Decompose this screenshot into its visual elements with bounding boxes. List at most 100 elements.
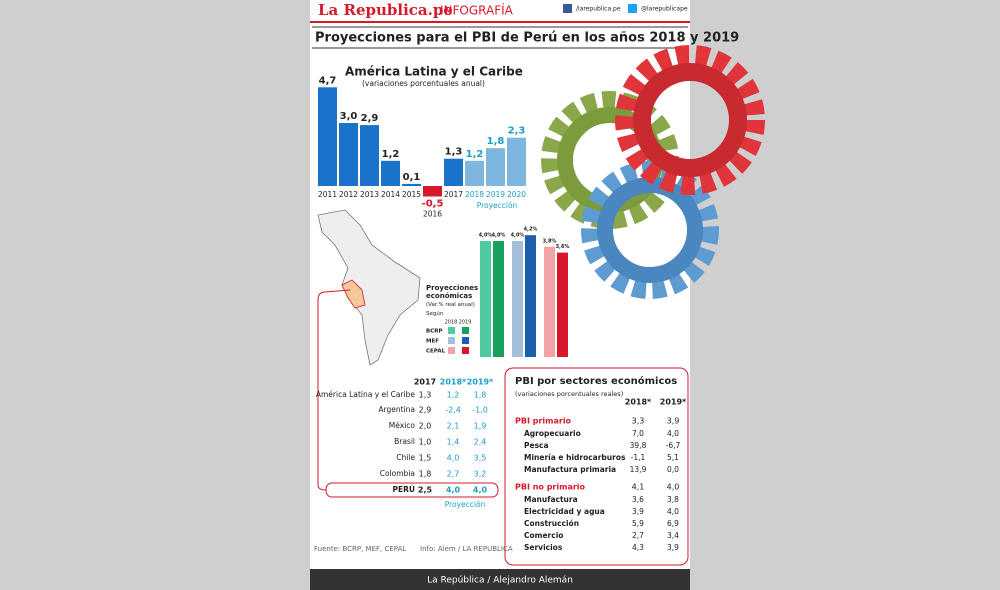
header-bar bbox=[310, 0, 690, 22]
column-header: 2019* bbox=[467, 378, 494, 387]
value-label: 1,3 bbox=[445, 147, 463, 158]
connector bbox=[317, 289, 351, 491]
cell: 13,9 bbox=[630, 465, 647, 474]
twitter[interactable]: @larepublicape bbox=[641, 6, 688, 13]
value-label: 0,1 bbox=[403, 172, 421, 183]
cell: 1,8 bbox=[419, 470, 432, 479]
legend-swatch bbox=[448, 327, 455, 334]
cell: 7,0 bbox=[632, 429, 644, 438]
cell: 1,8 bbox=[474, 391, 487, 400]
legend-label: BCRP bbox=[426, 329, 443, 335]
x-tick-label: 2018 bbox=[465, 190, 484, 199]
blurred-bg bbox=[0, 0, 310, 590]
map bbox=[317, 209, 421, 366]
row-label: PERÚ bbox=[393, 485, 416, 494]
cell: 4,0 bbox=[667, 429, 679, 438]
cell: -6,7 bbox=[666, 441, 681, 450]
info: Info: Alem / LA REPUBLICA bbox=[420, 545, 513, 553]
legend-label: MEF bbox=[426, 339, 439, 345]
bar bbox=[318, 87, 337, 186]
cell: -1,0 bbox=[472, 406, 488, 415]
bar bbox=[557, 252, 568, 357]
row-label: Argentina bbox=[378, 405, 415, 414]
cell: 3,2 bbox=[474, 470, 487, 479]
cell: 1,5 bbox=[419, 454, 432, 463]
cell: 6,9 bbox=[667, 519, 679, 528]
legend-title: Proyecciones económicas bbox=[426, 284, 479, 300]
footer-bar bbox=[310, 569, 690, 590]
legend-subtitle: (Var.% real anual) bbox=[426, 302, 475, 308]
cell: 4,0 bbox=[667, 483, 680, 492]
x-tick-label: 2011 bbox=[318, 190, 337, 199]
peru-highlight bbox=[325, 482, 499, 498]
cell: 3,6 bbox=[632, 495, 644, 504]
cell: 0,0 bbox=[667, 465, 679, 474]
x-tick-label: 2020 bbox=[507, 190, 526, 199]
bar bbox=[465, 160, 484, 186]
sector-box bbox=[504, 367, 689, 566]
chart-title: América Latina y el Caribe bbox=[345, 65, 523, 79]
cell: 5,1 bbox=[667, 453, 679, 462]
tw-icon bbox=[628, 4, 637, 13]
bar bbox=[381, 160, 400, 186]
x-tick-label: 2017 bbox=[444, 190, 463, 199]
value-label: 2,9 bbox=[361, 113, 379, 124]
value-label: 3,8% bbox=[543, 238, 557, 244]
cell: 3,4 bbox=[667, 531, 679, 540]
fb-icon bbox=[563, 4, 572, 13]
gear bbox=[597, 177, 703, 283]
row-label: Manufactura primaria bbox=[524, 465, 616, 474]
row-label: Comercio bbox=[524, 531, 563, 540]
row-label: Manufactura bbox=[524, 495, 578, 504]
row-label: Chile bbox=[396, 453, 415, 462]
value-label: 4,7 bbox=[319, 75, 337, 86]
x-tick-label: 2014 bbox=[381, 190, 400, 199]
cell: 4,0 bbox=[473, 486, 488, 495]
value-label: 1,2 bbox=[382, 149, 400, 160]
cell: 1,9 bbox=[474, 422, 487, 431]
bar bbox=[525, 235, 536, 357]
row-label: América Latina y el Caribe bbox=[316, 390, 416, 399]
credit: La República / Alejandro Alemán bbox=[427, 576, 573, 586]
value-label: 2,3 bbox=[508, 126, 526, 137]
row-label: Brasil bbox=[394, 437, 415, 446]
cell: 3,8 bbox=[667, 495, 679, 504]
row-label: Colombia bbox=[380, 469, 415, 478]
value-label: -0,5 bbox=[422, 199, 444, 210]
value-label: 4,0% bbox=[511, 233, 525, 239]
x-tick-label: 2012 bbox=[339, 190, 358, 199]
gears bbox=[541, 45, 765, 299]
cell: -2,4 bbox=[445, 406, 461, 415]
value-label: 4,2% bbox=[524, 227, 538, 233]
x-tick-label: 2013 bbox=[360, 190, 379, 199]
bar bbox=[444, 158, 463, 186]
value-label: 4,0% bbox=[492, 233, 506, 239]
row-label: Servicios bbox=[524, 543, 563, 552]
legend-swatch bbox=[448, 337, 455, 344]
bar bbox=[512, 241, 523, 357]
row-label: Pesca bbox=[524, 441, 549, 450]
value-label: 3,6% bbox=[556, 244, 570, 250]
legend-swatch bbox=[462, 337, 469, 344]
bar bbox=[544, 246, 555, 357]
bar bbox=[423, 186, 442, 197]
title: Proyecciones para el PBI de Perú en los … bbox=[315, 31, 739, 46]
group-label: PBI no primario bbox=[515, 483, 586, 492]
cell: -1,1 bbox=[631, 453, 646, 462]
cell: 4,0 bbox=[446, 486, 461, 495]
cell: 1,0 bbox=[419, 438, 432, 447]
cell: 4,0 bbox=[447, 454, 460, 463]
value-label: 1,2 bbox=[466, 149, 484, 160]
cell: 3,9 bbox=[632, 507, 644, 516]
cell: 2,7 bbox=[632, 531, 644, 540]
row-label: Electricidad y agua bbox=[524, 507, 605, 516]
legend-swatch bbox=[462, 347, 469, 354]
bar bbox=[360, 125, 379, 186]
row-label: Agropecuario bbox=[524, 429, 581, 438]
gear bbox=[615, 45, 765, 195]
cell: 2,4 bbox=[474, 438, 487, 447]
gear bbox=[633, 63, 747, 177]
facebook[interactable]: /larepublica.pe bbox=[576, 6, 621, 13]
bar bbox=[507, 137, 526, 186]
cell: 3,5 bbox=[474, 454, 487, 463]
